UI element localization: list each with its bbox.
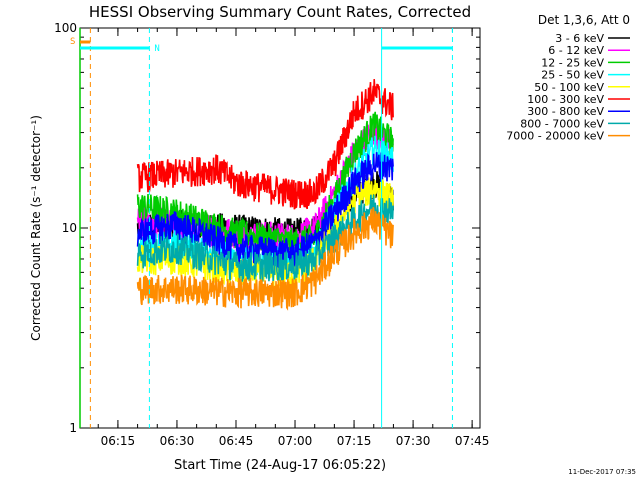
marker-s-label: S — [70, 37, 75, 47]
legend-label: 3 - 6 keV — [555, 32, 604, 45]
y-axis-label: Corrected Count Rate (s⁻¹ detector⁻¹) — [29, 115, 43, 341]
series-group — [136, 79, 394, 311]
plot-timestamp: 11-Dec-2017 07:35 — [568, 468, 636, 476]
x-axis-label: Start Time (24-Aug-17 06:05:22) — [174, 458, 386, 473]
x-tick-label: 06:45 — [219, 434, 254, 448]
legend-label: 100 - 300 keV — [527, 93, 604, 106]
legend-label: 800 - 7000 keV — [520, 117, 604, 130]
legend-label: 300 - 800 keV — [527, 105, 604, 118]
legend-label: 7000 - 20000 keV — [506, 130, 604, 143]
legend-label: 12 - 25 keV — [541, 56, 604, 69]
x-tick-label: 07:00 — [278, 434, 313, 448]
x-tick-label: 07:15 — [337, 434, 372, 448]
chart-title: HESSI Observing Summary Count Rates, Cor… — [89, 3, 471, 21]
series-line — [136, 194, 394, 282]
overlay-group: SN — [70, 28, 453, 428]
x-tick-label: 07:30 — [396, 434, 431, 448]
x-tick-label: 07:45 — [455, 434, 490, 448]
y-tick-label: 1 — [69, 421, 77, 435]
legend-title: Det 1,3,6, Att 0 — [538, 13, 630, 27]
series-800-7000-kev — [136, 194, 394, 282]
series-300-800-kev — [136, 152, 394, 269]
legend-label: 6 - 12 keV — [548, 44, 604, 57]
y-tick-label: 100 — [54, 21, 77, 35]
series-line — [136, 152, 394, 269]
series-7000-20000-kev — [136, 207, 394, 311]
x-tick-label: 06:15 — [101, 434, 136, 448]
legend-label: 50 - 100 keV — [534, 81, 604, 94]
marker-n-label: N — [154, 44, 159, 54]
x-tick-label: 06:30 — [160, 434, 195, 448]
series-line — [136, 79, 394, 210]
plot-axes: 1 10 100 06:15 06:30 06:45 07:00 07:15 07:30 07:4… — [54, 21, 489, 448]
legend-label: 25 - 50 keV — [541, 69, 604, 82]
series-100-300-kev — [136, 79, 394, 210]
y-tick-label: 10 — [62, 221, 77, 235]
series-line — [136, 207, 394, 311]
